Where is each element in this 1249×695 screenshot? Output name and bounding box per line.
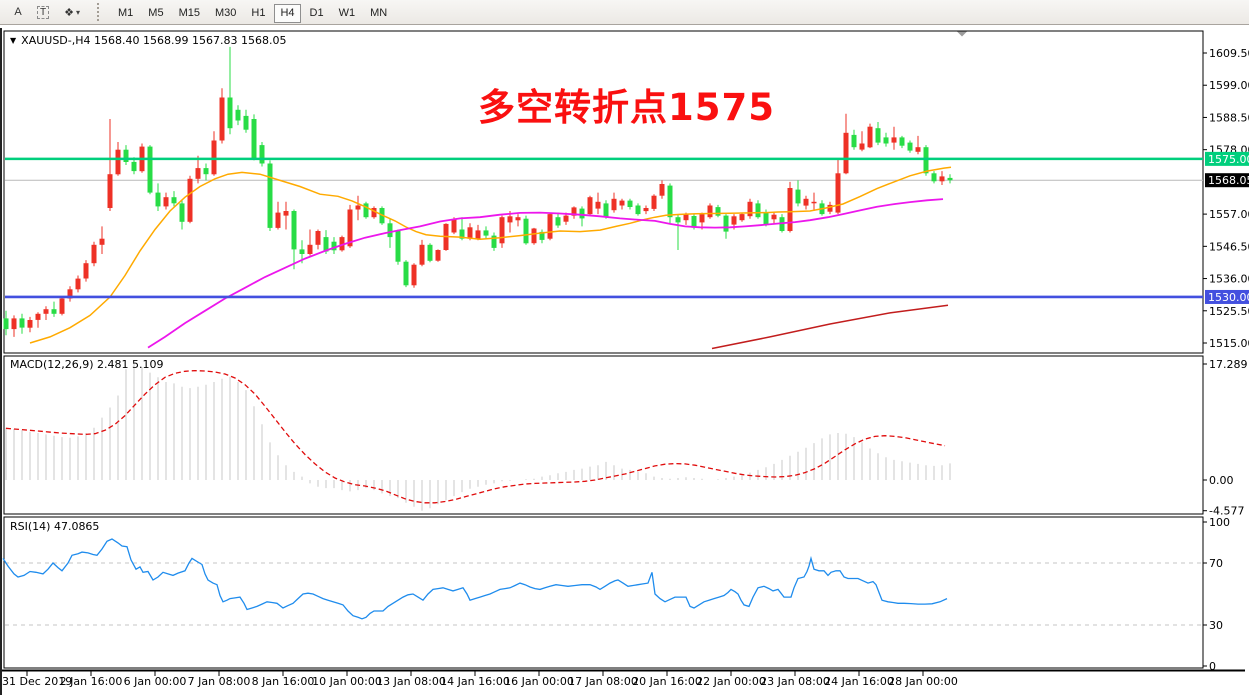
x-axis-label: 28 Jan 00:00 [888,675,958,688]
price-label-1568.05: 1568.05 [1208,174,1249,187]
candlesticks [3,46,953,337]
y-axis-label: 1536.00 [1209,273,1249,286]
macd-pane-border [3,355,1204,515]
x-axis-label: 10 Jan 00:00 [312,675,382,688]
font-tool-icon: A [14,6,22,18]
ma-darkred [711,304,949,350]
ma-magenta [147,198,944,349]
chart-title-bar: ▼ XAUUSD-,H4 1568.40 1568.99 1567.83 156… [10,34,286,47]
price-label-1575.00: 1575.00 [1208,153,1249,166]
x-axis-label: 13 Jan 08:00 [376,675,446,688]
macd-axis-label: -4.577 [1209,505,1244,518]
timeframe-button-D1[interactable]: D1 [304,4,330,23]
rsi-axis-label: 100 [1209,516,1230,529]
y-axis-label: 1546.50 [1209,240,1249,253]
timeframe-button-M30[interactable]: M30 [209,4,242,23]
price-label-box [1205,289,1249,304]
price-label-box [1205,151,1249,166]
price-label-1530.00: 1530.00 [1208,291,1249,304]
macd-signal-line [5,369,946,504]
arrows-tool-button[interactable]: ❖ ▾ [58,3,86,22]
text-label-tool-button[interactable]: T [31,3,55,22]
timeframe-button-group: M1 M5 M15 M30 H1 H4 D1 W1 MN [112,1,396,23]
y-axis-label: 1588.50 [1209,111,1249,124]
chevron-down-icon: ▾ [75,7,80,17]
macd-axis-label: 17.289 [1209,358,1248,371]
y-axis-label: 1599.00 [1209,79,1249,92]
rsi-axis-label: 70 [1209,557,1223,570]
x-axis-label: 31 Dec 2019 [2,675,72,688]
rsi-indicator-label: RSI(14) 47.0865 [10,520,100,533]
price-label-box [1205,173,1249,188]
x-axis-label: 7 Jan 08:00 [188,675,251,688]
toolbar-separator [97,3,102,21]
y-axis-label: 1609.50 [1209,47,1249,60]
y-axis-label: 1515.00 [1209,337,1249,350]
arrows-tool-icon: ❖ [64,6,74,19]
font-tool-button[interactable]: A [8,3,28,22]
timeframe-button-M15[interactable]: M15 [173,4,206,23]
rsi-pane-border [3,516,1204,669]
text-label-tool-icon: T [37,5,50,19]
x-axis-label: 16 Jan 00:00 [504,675,574,688]
rsi-axis-label: 0 [1209,660,1216,673]
y-axis-label: 1525.50 [1209,305,1249,318]
ma-orange [29,166,952,344]
macd-histogram [5,364,951,511]
timeframe-button-H4[interactable]: H4 [274,3,301,23]
x-axis-label: 20 Jan 16:00 [632,675,702,688]
macd-axis-label: 0.00 [1209,474,1234,487]
x-axis-label: 14 Jan 16:00 [440,675,510,688]
price-pane-border [3,30,1204,354]
symbol-dropdown-icon[interactable]: ▼ [10,36,17,45]
timeframe-button-M5[interactable]: M5 [142,4,169,23]
rsi-line [2,538,948,620]
x-axis-label: 17 Jan 08:00 [568,675,638,688]
x-axis-label: 22 Jan 00:00 [696,675,766,688]
timeframe-button-H1[interactable]: H1 [245,4,271,23]
timeframe-button-MN[interactable]: MN [364,4,393,23]
x-axis-label: 23 Jan 08:00 [760,675,830,688]
timeframe-button-W1[interactable]: W1 [333,4,362,23]
top-toolbar: A T ❖ ▾ M1 M5 M15 M30 H1 H4 D1 W1 MN [0,0,1249,25]
x-axis-label: 8 Jan 16:00 [252,675,315,688]
macd-indicator-label: MACD(12,26,9) 2.481 5.109 [10,358,164,371]
rsi-axis-label: 30 [1209,619,1223,632]
symbol-ohlc-title: XAUUSD-,H4 1568.40 1568.99 1567.83 1568.… [21,34,287,47]
chart-shift-marker-icon [957,31,967,37]
x-axis-label: 6 Jan 00:00 [124,675,187,688]
y-axis-label: 1557.00 [1209,208,1249,221]
x-axis-label: 2 Jan 16:00 [60,675,123,688]
annotation-text: 多空转折点1575 [478,86,775,129]
timeframe-button-M1[interactable]: M1 [112,4,139,23]
x-axis-label: 24 Jan 16:00 [824,675,894,688]
